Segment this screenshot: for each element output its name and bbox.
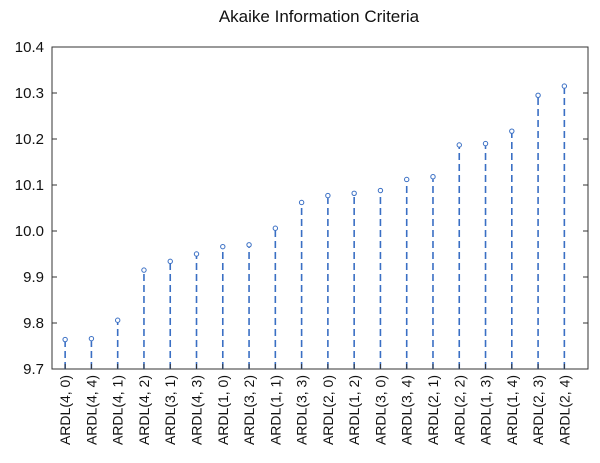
x-category-label: ARDL(4, 4) (83, 375, 99, 445)
y-tick-label: 10.2 (15, 131, 44, 148)
data-point (430, 174, 436, 180)
x-category-label: ARDL(2, 0) (320, 375, 336, 445)
x-category-label: ARDL(1, 4) (504, 375, 520, 445)
x-category-label: ARDL(2, 4) (556, 375, 572, 445)
x-category-label: ARDL(4, 1) (110, 375, 126, 445)
data-point (272, 225, 279, 231)
data-point (404, 176, 410, 183)
data-point (62, 336, 68, 343)
data-point (246, 242, 252, 248)
x-category-label: ARDL(1, 0) (215, 375, 231, 445)
y-tick-label: 10.3 (15, 85, 44, 102)
x-category-label: ARDL(1, 2) (346, 375, 362, 445)
y-tick-label: 10.1 (15, 177, 44, 194)
x-category-label: ARDL(1, 3) (478, 375, 494, 445)
data-point (298, 199, 305, 206)
y-tick-label: 10.0 (15, 223, 44, 240)
x-category-label: ARDL(3, 4) (399, 375, 415, 445)
plot-frame (51, 46, 589, 370)
x-category-label: ARDL(4, 3) (189, 375, 205, 445)
x-category-label: ARDL(2, 2) (451, 375, 467, 445)
data-point (482, 140, 489, 147)
data-point (167, 258, 173, 265)
x-category-label: ARDL(4, 2) (136, 375, 152, 445)
x-category-label: ARDL(3, 0) (372, 375, 388, 445)
data-point (114, 317, 121, 323)
x-axis: ARDL(4, 0) ARDL(4, 4) ARDL(4, 1) ARDL(4, 2)… (57, 364, 572, 445)
data-point (351, 190, 357, 196)
data-point (193, 251, 200, 257)
y-tick-label: 9.9 (23, 269, 44, 286)
data-point (561, 83, 568, 89)
y-axis: 9.7 9.8 9.9 10.0 10.1 10.2 10.3 10.4 (15, 39, 588, 378)
data-point (88, 335, 95, 342)
x-category-label: ARDL(3, 3) (294, 375, 310, 445)
data-point (220, 243, 226, 250)
data-point (141, 267, 147, 273)
y-tick-label: 9.7 (23, 361, 44, 378)
data-point (509, 128, 515, 134)
x-category-label: ARDL(2, 1) (425, 375, 441, 445)
x-category-label: ARDL(3, 1) (162, 375, 178, 445)
x-category-label: ARDL(1, 1) (267, 375, 283, 445)
y-tick-label: 10.4 (15, 39, 44, 56)
data-point (535, 92, 541, 99)
data-point (377, 187, 384, 194)
x-category-label: ARDL(2, 3) (530, 375, 546, 445)
data-points (62, 83, 568, 343)
data-stems (64, 88, 566, 369)
x-category-label: ARDL(4, 0) (57, 375, 73, 445)
x-category-label: ARDL(3, 2) (241, 375, 257, 445)
data-point (325, 192, 331, 199)
chart-title: Akaike Information Criteria (219, 7, 420, 26)
y-tick-label: 9.8 (23, 315, 44, 332)
data-point (456, 142, 462, 148)
